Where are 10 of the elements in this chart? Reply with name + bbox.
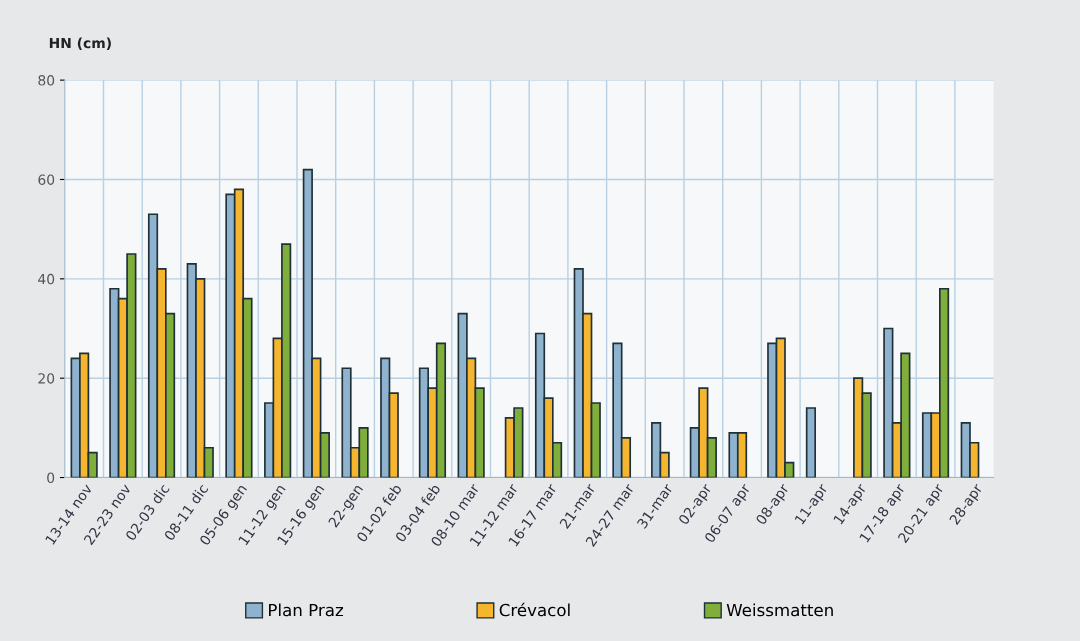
y-axis-title: HN (cm) <box>49 37 111 50</box>
legend-label: Plan Praz <box>269 603 344 617</box>
bar <box>805 407 817 478</box>
y-tick-label: 40 <box>38 273 55 285</box>
y-tick-label: 80 <box>38 75 55 86</box>
legend-label: Crévacol <box>499 602 570 617</box>
legend-label: Weissmatten <box>726 603 833 617</box>
y-tick-label: 60 <box>38 174 55 185</box>
y-tick-label: 20 <box>38 373 55 384</box>
y-tick-label: 0 <box>47 472 55 484</box>
